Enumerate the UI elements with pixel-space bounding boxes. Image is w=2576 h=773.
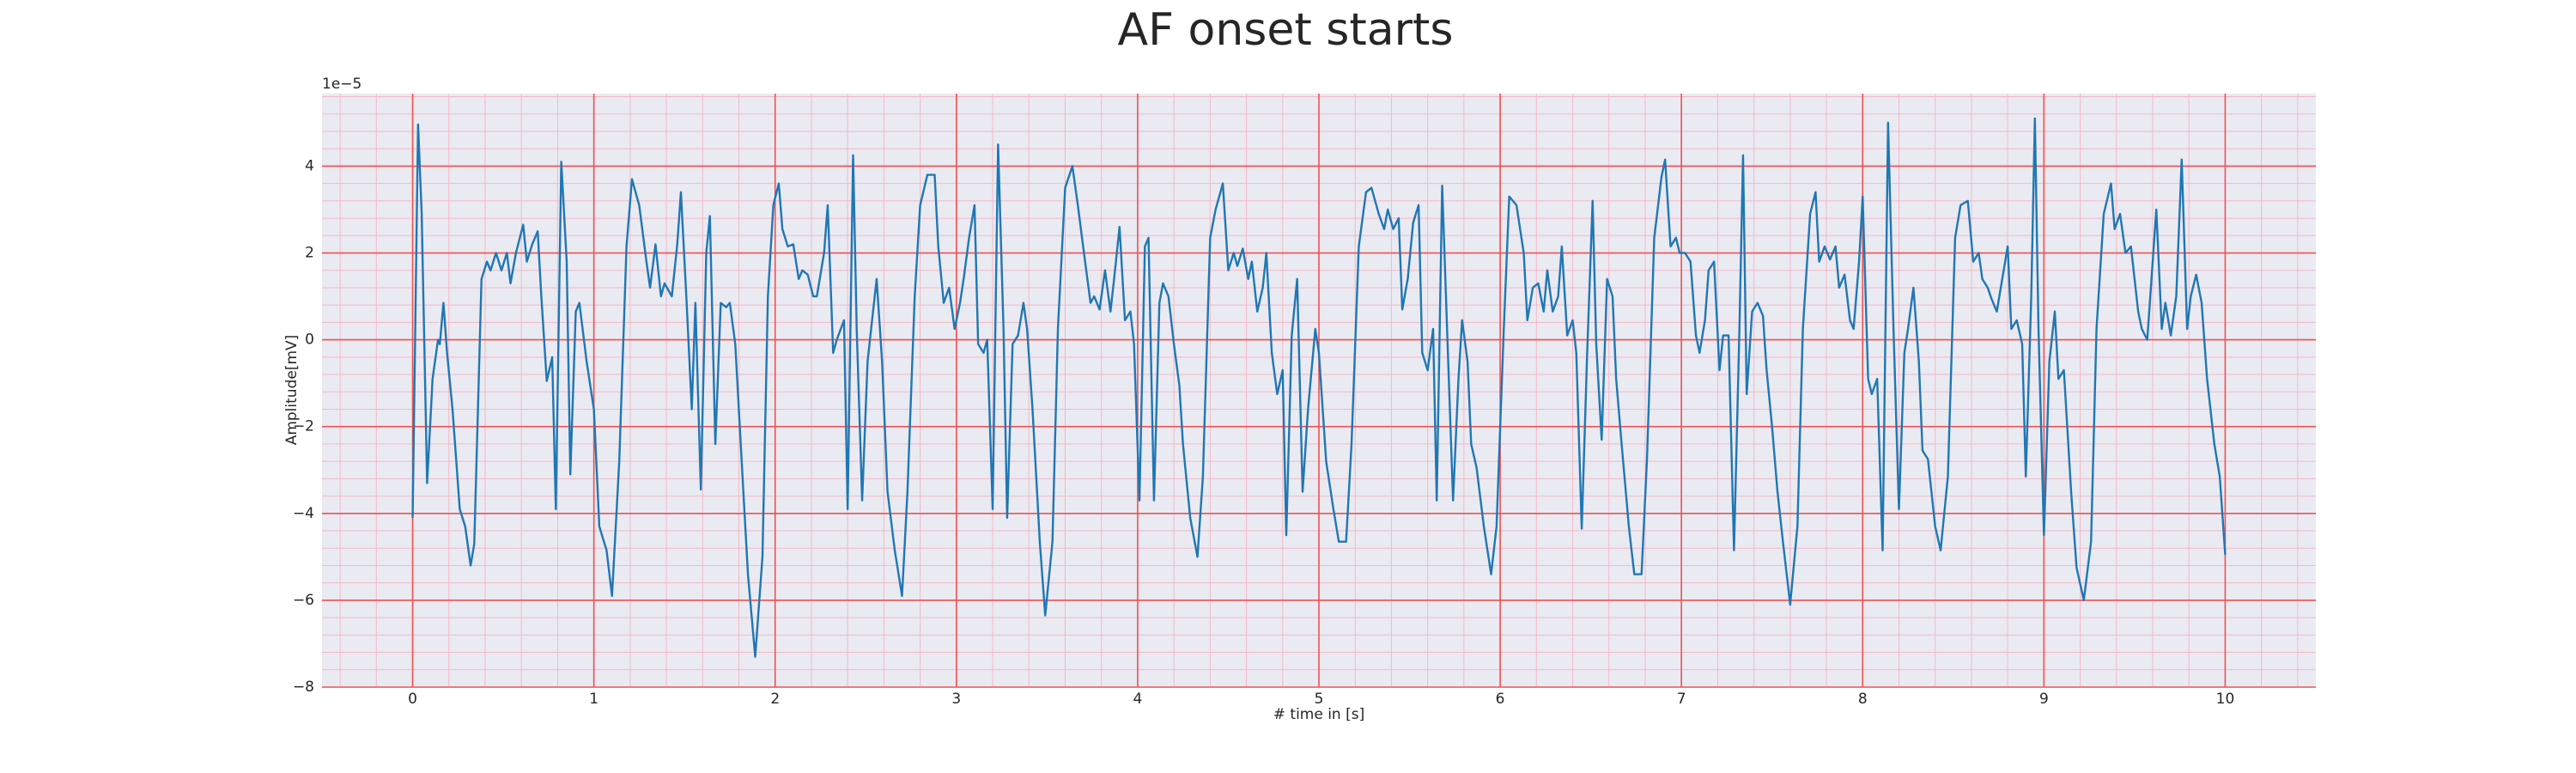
y-tick-label: −2: [293, 418, 314, 435]
x-tick-label: 1: [589, 691, 598, 708]
x-tick-label: 10: [2216, 691, 2235, 708]
y-tick-label: −8: [293, 679, 314, 696]
y-tick-label: 4: [305, 157, 314, 174]
chart-title: AF onset starts: [1118, 4, 1454, 56]
x-tick-label: 0: [408, 691, 417, 708]
x-tick-label: 6: [1496, 691, 1505, 708]
x-tick-label: 3: [951, 691, 961, 708]
y-offset-label: 1e−5: [322, 76, 361, 93]
x-tick-label: 4: [1133, 691, 1142, 708]
x-tick-label: 8: [1858, 691, 1868, 708]
x-tick-label: 2: [770, 691, 780, 708]
y-tick-label: −6: [293, 592, 314, 609]
x-tick-label: 9: [2039, 691, 2049, 708]
x-tick-label: 5: [1315, 691, 1324, 708]
y-axis-label: Amplitude[mV]: [283, 335, 301, 446]
y-tick-label: 2: [305, 245, 314, 262]
data-line: [411, 117, 2227, 658]
x-axis-label: # time in [s]: [1273, 706, 1364, 723]
y-tick-label: 0: [305, 332, 314, 349]
x-tick-label: 7: [1677, 691, 1686, 708]
y-tick-label: −4: [293, 505, 314, 522]
